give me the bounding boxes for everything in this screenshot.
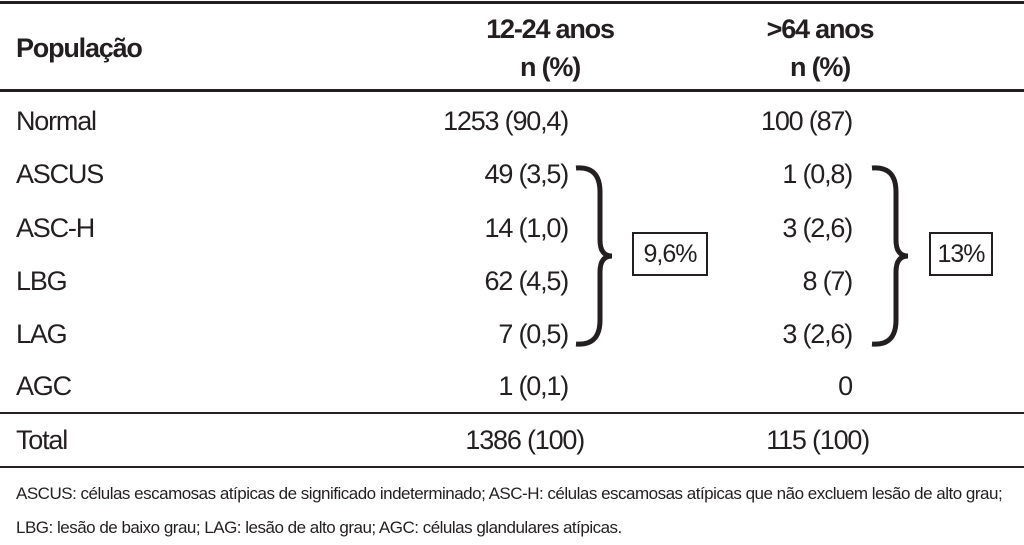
row-col2: 3 (2,6) bbox=[782, 213, 853, 243]
footnote: ASCUS: células escamosas atípicas de sig… bbox=[16, 484, 1003, 537]
header-col2-age: >64 anos bbox=[766, 14, 875, 44]
header-col1-age: 12-24 anos bbox=[486, 14, 615, 44]
row-col1: 49 (3,5) bbox=[484, 159, 570, 189]
total-label: Total bbox=[16, 425, 68, 455]
header-col1-unit: n (%) bbox=[520, 52, 581, 82]
row-label: ASCUS bbox=[16, 159, 104, 189]
row-label: LBG bbox=[16, 266, 68, 296]
row-col1: 62 (4,5) bbox=[484, 266, 570, 296]
header-population: População bbox=[16, 33, 143, 63]
row-col2: 1 (0,8) bbox=[782, 159, 853, 189]
row-col1: 1 (0,1) bbox=[498, 371, 569, 401]
header-rule bbox=[0, 89, 1024, 92]
total-col1: 1386 (100) bbox=[465, 425, 585, 455]
row-col2: 3 (2,6) bbox=[782, 319, 853, 349]
row-label: LAG bbox=[16, 319, 68, 349]
row-col2: 100 (87) bbox=[761, 106, 853, 136]
total-col2: 115 (100) bbox=[766, 425, 870, 455]
top-rule bbox=[0, 1, 1024, 4]
sum-box-col1: 9,6% bbox=[632, 232, 708, 276]
brace-col2 bbox=[871, 165, 909, 347]
row-label: Normal bbox=[16, 106, 97, 136]
row-col2: 8 (7) bbox=[802, 266, 853, 296]
row-label: AGC bbox=[16, 371, 72, 401]
total-bottom-rule bbox=[0, 466, 1024, 468]
row-label: ASC-H bbox=[16, 213, 95, 243]
brace-col1 bbox=[575, 165, 613, 347]
header-col2-unit: n (%) bbox=[790, 52, 851, 82]
sum-box-col2: 13% bbox=[929, 232, 993, 276]
row-col2: 0 bbox=[838, 371, 853, 401]
row-col1: 7 (0,5) bbox=[498, 319, 569, 349]
row-col1: 14 (1,0) bbox=[484, 213, 570, 243]
row-col1: 1253 (90,4) bbox=[443, 106, 569, 136]
total-top-rule bbox=[0, 412, 1024, 414]
